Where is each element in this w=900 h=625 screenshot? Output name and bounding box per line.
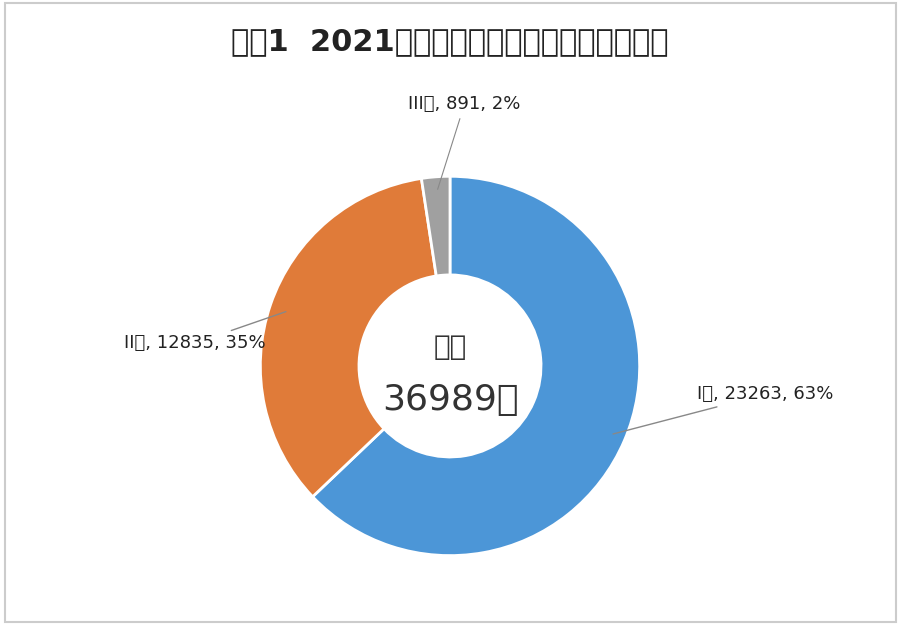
Text: 图表1  2021年全国医疗器械产品首次注册总量: 图表1 2021年全国医疗器械产品首次注册总量 (231, 27, 669, 56)
Text: 36989件: 36989件 (382, 383, 518, 417)
Wedge shape (260, 179, 436, 497)
Wedge shape (421, 176, 450, 276)
Text: II类, 12835, 35%: II类, 12835, 35% (124, 312, 286, 352)
Text: III类, 891, 2%: III类, 891, 2% (409, 95, 521, 189)
Text: I类, 23263, 63%: I类, 23263, 63% (613, 386, 833, 434)
Wedge shape (312, 176, 640, 556)
Text: 总数: 总数 (434, 333, 466, 361)
